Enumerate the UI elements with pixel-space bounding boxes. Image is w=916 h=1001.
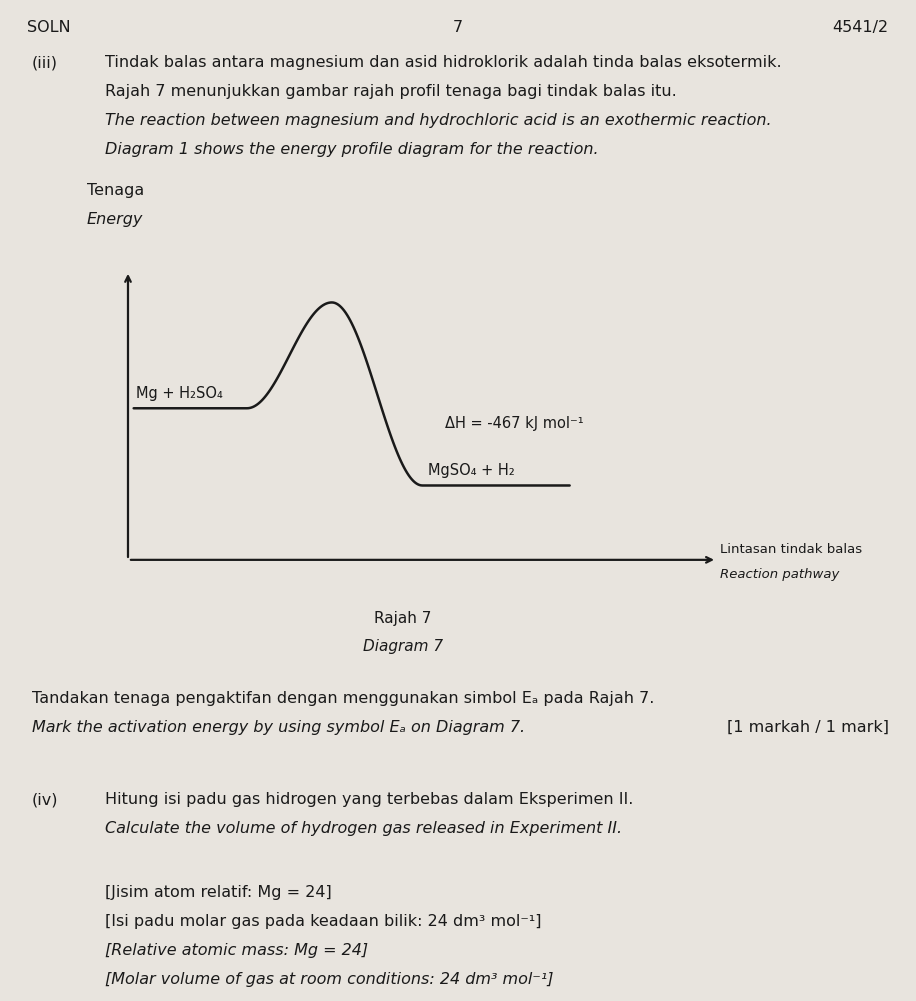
Text: Rajah 7 menunjukkan gambar rajah profil tenaga bagi tindak balas itu.: Rajah 7 menunjukkan gambar rajah profil … xyxy=(105,84,677,99)
Text: Mg + H₂SO₄: Mg + H₂SO₄ xyxy=(136,386,224,401)
Text: Energy: Energy xyxy=(87,212,144,227)
Text: (iv): (iv) xyxy=(32,793,59,807)
Text: 4541/2: 4541/2 xyxy=(833,20,889,35)
Text: Diagram 1 shows the energy profile diagram for the reaction.: Diagram 1 shows the energy profile diagr… xyxy=(105,142,599,157)
Text: 7: 7 xyxy=(453,20,463,35)
Text: MgSO₄ + H₂: MgSO₄ + H₂ xyxy=(428,463,515,478)
Text: (iii): (iii) xyxy=(32,55,58,70)
Text: Hitung isi padu gas hidrogen yang terbebas dalam Eksperimen II.: Hitung isi padu gas hidrogen yang terbeb… xyxy=(105,793,634,807)
Text: Reaction pathway: Reaction pathway xyxy=(720,568,839,581)
Text: [Jisim atom relatif: Mg = 24]: [Jisim atom relatif: Mg = 24] xyxy=(105,885,333,900)
Text: Rajah 7: Rajah 7 xyxy=(375,611,431,626)
Text: Tandakan tenaga pengaktifan dengan menggunakan simbol Eₐ pada Rajah 7.: Tandakan tenaga pengaktifan dengan mengg… xyxy=(32,691,654,706)
Text: SOLN: SOLN xyxy=(27,20,71,35)
Text: [Molar volume of gas at room conditions: 24 dm³ mol⁻¹]: [Molar volume of gas at room conditions:… xyxy=(105,972,554,987)
Text: ΔH = -467 kJ mol⁻¹: ΔH = -467 kJ mol⁻¹ xyxy=(445,416,583,431)
Text: [Isi padu molar gas pada keadaan bilik: 24 dm³ mol⁻¹]: [Isi padu molar gas pada keadaan bilik: … xyxy=(105,914,542,929)
Text: Mark the activation energy by using symbol Eₐ on Diagram 7.: Mark the activation energy by using symb… xyxy=(32,720,525,735)
Text: Calculate the volume of hydrogen gas released in Experiment II.: Calculate the volume of hydrogen gas rel… xyxy=(105,821,623,836)
Text: Tindak balas antara magnesium dan asid hidroklorik adalah tinda balas eksotermik: Tindak balas antara magnesium dan asid h… xyxy=(105,55,782,70)
Text: [1 markah / 1 mark]: [1 markah / 1 mark] xyxy=(726,720,889,735)
Text: Lintasan tindak balas: Lintasan tindak balas xyxy=(720,544,862,557)
Text: Diagram 7: Diagram 7 xyxy=(363,639,443,654)
Text: The reaction between magnesium and hydrochloric acid is an exothermic reaction.: The reaction between magnesium and hydro… xyxy=(105,113,772,128)
Text: Tenaga: Tenaga xyxy=(87,183,144,198)
Text: [Relative atomic mass: Mg = 24]: [Relative atomic mass: Mg = 24] xyxy=(105,943,368,958)
